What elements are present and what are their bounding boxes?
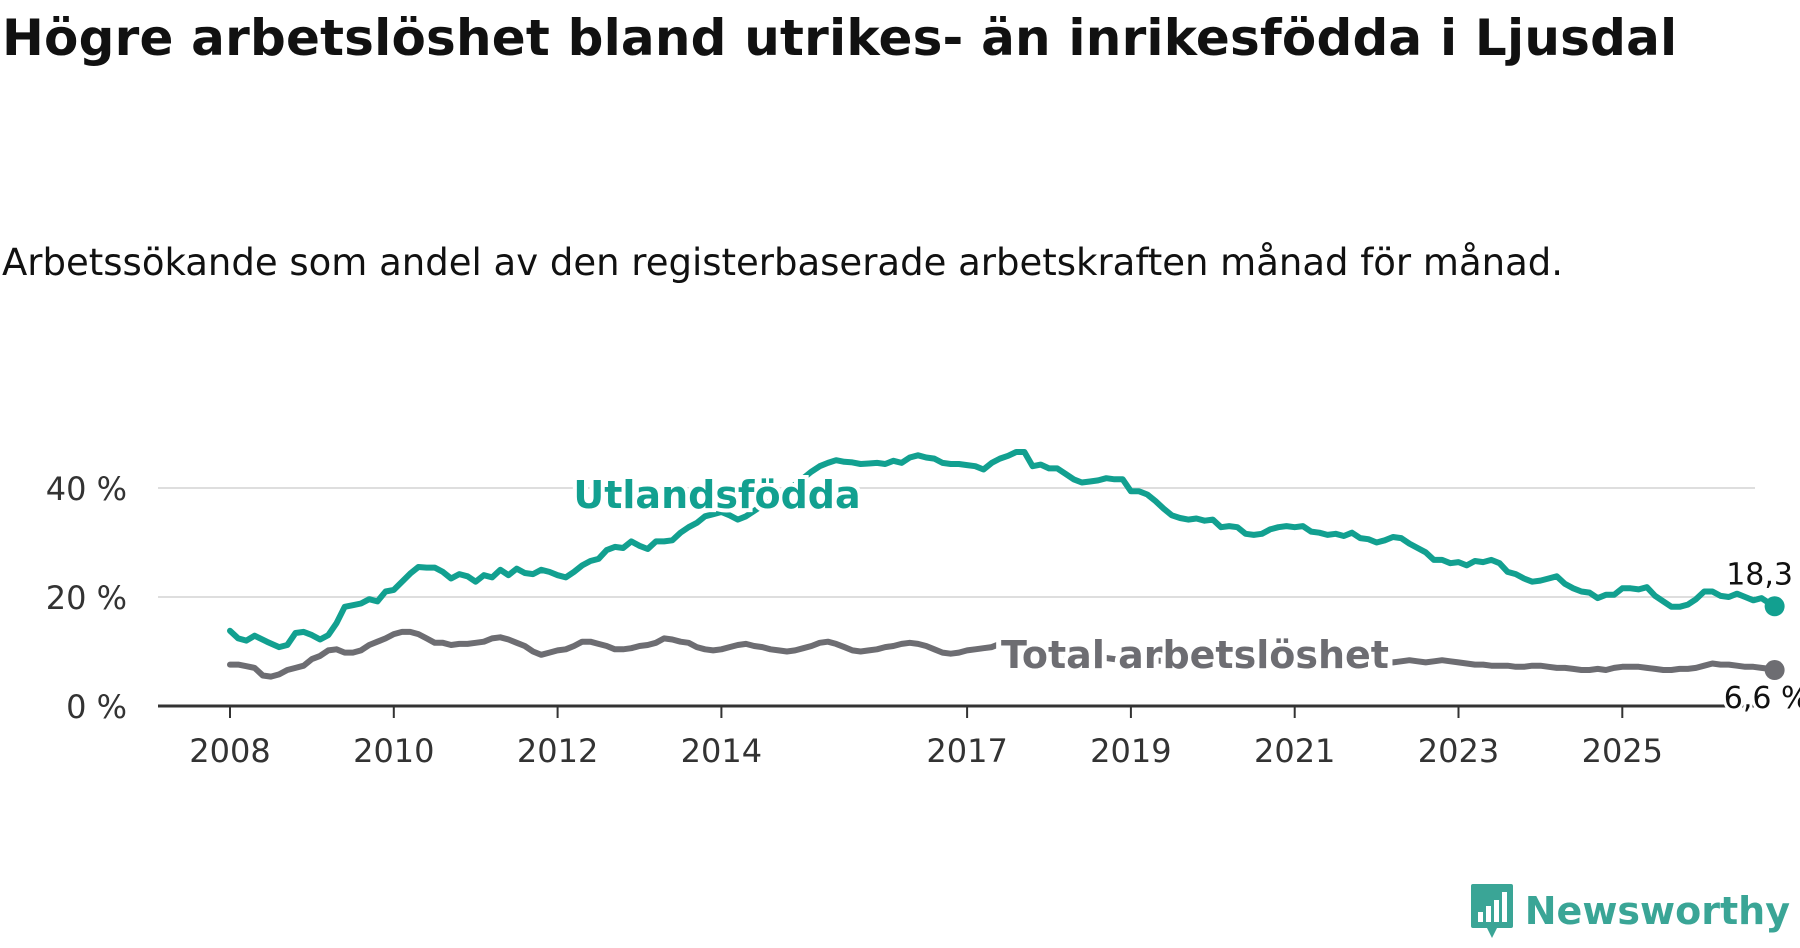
series-group bbox=[227, 449, 1785, 681]
x-tick-label: 2010 bbox=[353, 732, 434, 770]
grid-lines bbox=[158, 487, 1755, 598]
x-axis: 2008 2010 2012 2014 2017 2019 2021 2023 2025 bbox=[158, 704, 1755, 770]
end-value-label: 6,6 % bbox=[1724, 681, 1800, 716]
x-tick-label: 2017 bbox=[926, 732, 1007, 770]
chart-title: Högre arbetslöshet bland utrikes- än inr… bbox=[2, 9, 1678, 67]
series-label-total: Total arbetslöshet bbox=[1001, 633, 1389, 677]
series-line-utlandsfodda bbox=[227, 449, 1778, 651]
series-labels: 18,3 % 6,6 % Utlandsfödda Total arbetslöshe… bbox=[569, 469, 1800, 719]
chart-subtitle: Arbetssökande som andel av den registerb… bbox=[2, 241, 1563, 284]
series-end-dot bbox=[1764, 660, 1785, 681]
y-tick-label: 40 % bbox=[46, 470, 127, 508]
end-value-label: 18,3 % bbox=[1726, 557, 1800, 592]
x-tick-label: 2014 bbox=[681, 732, 762, 770]
y-tick-label: 0 % bbox=[66, 688, 127, 726]
series-label-utlandsfodda: Utlandsfödda bbox=[573, 473, 860, 517]
series-end-dot bbox=[1764, 596, 1785, 617]
x-tick-label: 2012 bbox=[517, 732, 598, 770]
x-tick-label: 2019 bbox=[1090, 732, 1171, 770]
x-tick-label: 2025 bbox=[1582, 732, 1663, 770]
newsworthy-logo-icon bbox=[1470, 884, 1513, 938]
y-axis: 0 % 20 % 40 % bbox=[46, 470, 127, 726]
series-line-total bbox=[227, 628, 1778, 680]
x-tick-label: 2021 bbox=[1254, 732, 1335, 770]
y-tick-label: 20 % bbox=[46, 579, 127, 617]
brand-name: Newsworthy bbox=[1524, 889, 1790, 933]
x-tick-label: 2008 bbox=[189, 732, 270, 770]
x-tick-label: 2023 bbox=[1418, 732, 1499, 770]
brand: Newsworthy bbox=[1469, 882, 1790, 940]
